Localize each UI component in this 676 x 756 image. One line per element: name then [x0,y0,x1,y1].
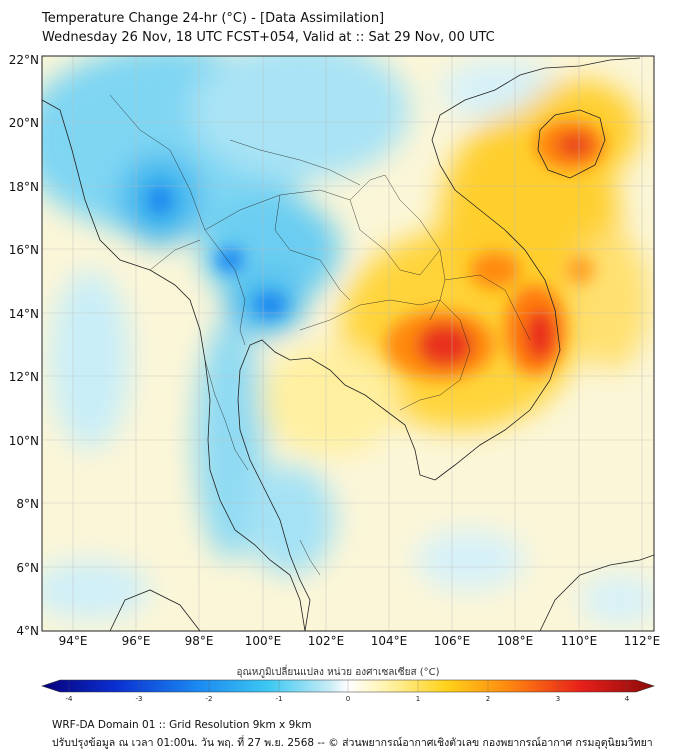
map-subtitle: Wednesday 26 Nov, 18 UTC FCST+054, Valid… [42,30,495,45]
lat-label: 8°N [16,497,39,511]
lat-label: 16°N [9,243,39,257]
colorbar-tick: -2 [206,695,213,703]
lon-label: 112°E [624,634,661,648]
credit-line: ปรับปรุงข้อมูล ณ เวลา 01:00น. วัน พฤ. ที… [52,737,653,749]
colorbar-tick: 0 [346,695,350,703]
lat-label: 18°N [9,180,39,194]
longitude-labels: 94°E 96°E 98°E 100°E 102°E 104°E 106°E 1… [59,634,661,648]
colorbar: -4 -3 -2 -1 0 1 2 3 4 [41,679,655,703]
lon-label: 104°E [371,634,408,648]
lon-label: 98°E [185,634,214,648]
colorbar-tick: 2 [486,695,490,703]
colorbar-tick: 1 [416,695,420,703]
colorbar-tick: -4 [66,695,74,703]
lon-label: 100°E [245,634,282,648]
lon-label: 102°E [308,634,345,648]
colorbar-tick: -1 [276,695,283,703]
lat-label: 10°N [9,434,39,448]
lon-label: 110°E [561,634,598,648]
lon-label: 96°E [122,634,151,648]
colorbar-tick: 3 [556,695,560,703]
colorbar-tick: 4 [625,695,630,703]
lat-label: 12°N [9,370,39,384]
lon-label: 94°E [59,634,88,648]
lat-label: 20°N [9,116,39,130]
graticule [42,56,654,631]
latitude-labels: 22°N 20°N 18°N 16°N 14°N 12°N 10°N 8°N 6… [9,53,39,638]
lon-label: 106°E [434,634,471,648]
map-frame [41,55,655,632]
lat-label: 6°N [16,561,39,575]
lon-label: 108°E [497,634,534,648]
map-title: Temperature Change 24-hr (°C) - [Data As… [42,11,385,26]
model-info: WRF-DA Domain 01 :: Grid Resolution 9km … [52,719,312,731]
colorbar-title: อุณหภูมิเปลี่ยนแปลง หน่วย องศาเซลเซียส (… [236,667,440,678]
temperature-field [42,56,654,631]
country-borders [109,94,531,576]
lat-label: 14°N [9,307,39,321]
lat-label: 4°N [16,624,39,638]
lat-label: 22°N [9,53,39,67]
colorbar-tick: -3 [136,695,143,703]
